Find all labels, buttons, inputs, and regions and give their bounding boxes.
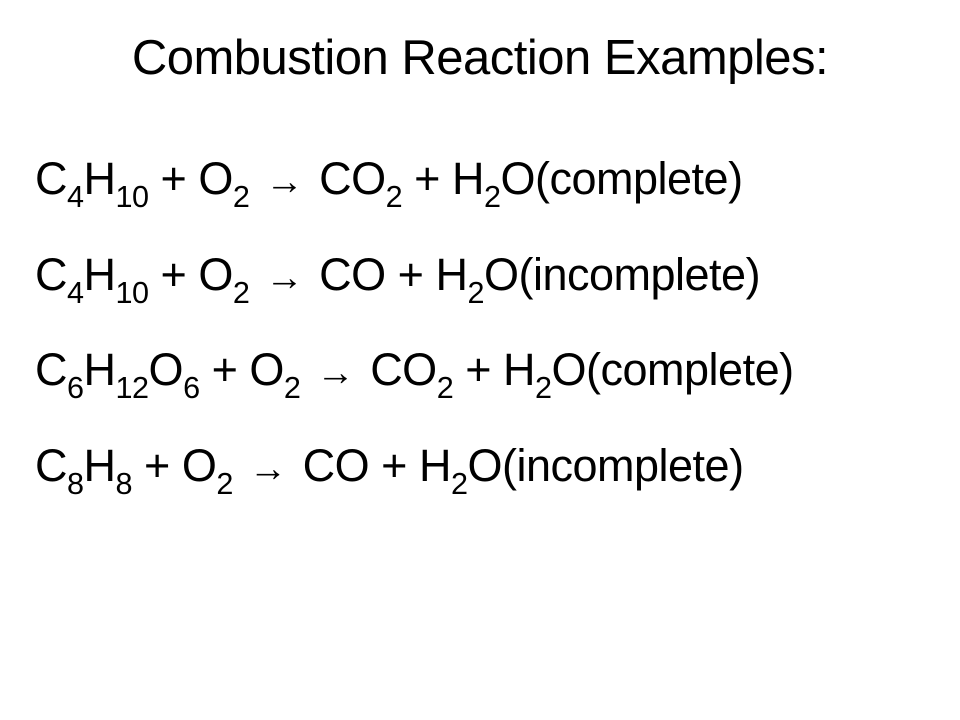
equation-note: (complete) xyxy=(535,153,743,204)
subscript: 2 xyxy=(535,371,552,405)
subscript: 10 xyxy=(116,180,149,214)
subscript: 2 xyxy=(233,180,250,214)
subscript: 4 xyxy=(67,276,84,310)
subscript: 2 xyxy=(284,371,301,405)
element-symbol: C xyxy=(35,344,67,395)
subscript: 6 xyxy=(67,371,84,405)
element-symbol: O xyxy=(484,249,519,300)
element-symbol: O xyxy=(149,344,184,395)
element-symbol: H xyxy=(84,440,116,491)
reaction-arrow-icon: → xyxy=(249,450,287,488)
element-symbol: H xyxy=(84,153,116,204)
element-symbol: C xyxy=(35,440,67,491)
subscript: 8 xyxy=(116,467,133,501)
element-symbol: CO xyxy=(319,249,386,300)
subscript: 2 xyxy=(484,180,501,214)
equation-note: (incomplete) xyxy=(502,440,744,491)
equation-note: (complete) xyxy=(586,344,794,395)
subscript: 2 xyxy=(233,276,250,310)
subscript: 12 xyxy=(116,371,149,405)
subscript: 2 xyxy=(386,180,403,214)
element-symbol: H xyxy=(84,344,116,395)
subscript: 6 xyxy=(183,371,200,405)
element-symbol: O xyxy=(249,344,284,395)
reaction-arrow-icon: → xyxy=(316,354,354,392)
element-symbol: CO xyxy=(303,440,370,491)
element-symbol: H xyxy=(452,153,484,204)
element-symbol: O xyxy=(552,344,587,395)
equation-4: C8H8 + O2 → CO + H2O(incomplete) xyxy=(35,443,930,497)
equation-2: C4H10 + O2 → CO + H2O(incomplete) xyxy=(35,252,930,306)
subscript: 10 xyxy=(116,276,149,310)
element-symbol: H xyxy=(419,440,451,491)
equations-container: C4H10 + O2 → CO2 + H2O(complete) C4H10 +… xyxy=(30,156,930,496)
equation-3: C6H12O6 + O2 → CO2 + H2O(complete) xyxy=(35,347,930,401)
element-symbol: H xyxy=(503,344,535,395)
element-symbol: C xyxy=(35,153,67,204)
element-symbol: O xyxy=(467,440,502,491)
element-symbol: O xyxy=(182,440,217,491)
reaction-arrow-icon: → xyxy=(265,259,303,297)
element-symbol: O xyxy=(500,153,535,204)
subscript: 8 xyxy=(67,467,84,501)
subscript: 2 xyxy=(216,467,233,501)
page-title: Combustion Reaction Examples: xyxy=(30,30,930,86)
element-symbol: O xyxy=(198,249,233,300)
element-symbol: O xyxy=(198,153,233,204)
element-symbol: CO xyxy=(319,153,386,204)
subscript: 4 xyxy=(67,180,84,214)
subscript: 2 xyxy=(451,467,468,501)
subscript: 2 xyxy=(467,276,484,310)
equation-note: (incomplete) xyxy=(518,249,760,300)
element-symbol: H xyxy=(435,249,467,300)
reaction-arrow-icon: → xyxy=(265,163,303,201)
equation-1: C4H10 + O2 → CO2 + H2O(complete) xyxy=(35,156,930,210)
element-symbol: CO xyxy=(370,344,437,395)
subscript: 2 xyxy=(437,371,454,405)
element-symbol: C xyxy=(35,249,67,300)
element-symbol: H xyxy=(84,249,116,300)
